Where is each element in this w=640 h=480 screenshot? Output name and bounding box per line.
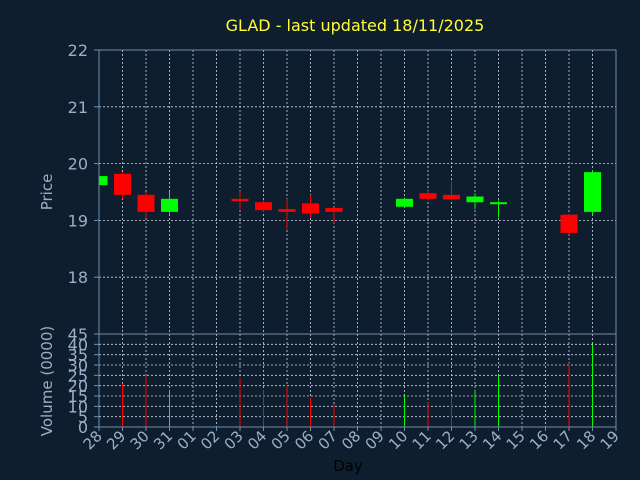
x-tick-label-10: 10: [385, 427, 411, 453]
x-tick-label-19: 19: [597, 427, 623, 453]
x-tick-labels: 2829303101020304050607080910111213141516…: [80, 427, 623, 453]
x-tick-label-11: 11: [409, 427, 435, 453]
volume-tick-label-5: 5: [78, 408, 88, 427]
price-tick-label-20: 20: [68, 155, 88, 174]
candle-body-30: [137, 194, 155, 212]
volume-bars: [122, 344, 593, 427]
candle-body-18: [584, 172, 601, 212]
x-tick-label-06: 06: [291, 427, 317, 453]
candle-body-14: [490, 202, 507, 205]
x-tick-label-03: 03: [221, 427, 247, 453]
price-candles: [98, 170, 601, 235]
volume-tick-label-15: 15: [68, 387, 88, 406]
x-tick-label-14: 14: [479, 427, 505, 453]
x-tick-label-30: 30: [127, 427, 153, 453]
candle-body-10: [396, 198, 413, 207]
candle-body-07: [325, 207, 343, 212]
candle-body-17: [560, 214, 578, 233]
x-tick-label-13: 13: [456, 427, 482, 453]
x-tick-label-01: 01: [174, 427, 200, 453]
x-axis-label: Day: [333, 457, 363, 475]
price-y-tick-labels: 18 19 20 21 22: [68, 41, 99, 287]
candle-body-06: [302, 203, 319, 214]
x-tick-label-17: 17: [550, 427, 576, 453]
volume-tick-label-35: 35: [68, 346, 88, 365]
volume-tick-label-0: 0: [78, 418, 88, 437]
candle-body-31: [161, 198, 178, 212]
volume-axis-label: Volume (0000): [38, 326, 56, 436]
volume-gridlines: [98, 333, 617, 428]
x-tick-label-09: 09: [362, 427, 388, 453]
price-gridlines: [98, 49, 617, 334]
x-tick-label-12: 12: [432, 427, 458, 453]
price-axis-label: Price: [38, 174, 56, 211]
x-tick-label-07: 07: [315, 427, 341, 453]
x-tick-label-15: 15: [503, 427, 529, 453]
price-tick-label-21: 21: [68, 98, 88, 117]
x-tick-label-02: 02: [197, 427, 223, 453]
x-tick-label-05: 05: [268, 427, 294, 453]
candle-body-11: [419, 193, 437, 199]
chart-title: GLAD - last updated 18/11/2025: [226, 16, 485, 35]
x-tick-label-31: 31: [150, 427, 176, 453]
volume-tick-label-40: 40: [68, 335, 88, 354]
candle-body-28: [99, 176, 108, 186]
candle-body-12: [443, 194, 460, 200]
volume-tick-label-45: 45: [68, 325, 88, 344]
price-tick-label-18: 18: [68, 268, 88, 287]
price-tick-label-22: 22: [68, 41, 88, 60]
x-tick-label-04: 04: [244, 427, 270, 453]
x-tick-label-08: 08: [338, 427, 364, 453]
candle-body-03: [231, 198, 249, 202]
candle-body-04: [255, 202, 272, 211]
price-tick-label-19: 19: [68, 211, 88, 230]
x-tick-label-18: 18: [573, 427, 599, 453]
volume-tick-label-10: 10: [68, 397, 88, 416]
volume-tick-label-30: 30: [68, 356, 88, 375]
volume-tick-label-20: 20: [68, 377, 88, 396]
volume-tick-label-25: 25: [68, 366, 88, 385]
x-tick-label-29: 29: [103, 427, 129, 453]
candle-body-29: [114, 173, 131, 195]
x-tick-label-16: 16: [526, 427, 552, 453]
candle-body-13: [466, 196, 484, 203]
candle-body-05: [278, 209, 296, 212]
